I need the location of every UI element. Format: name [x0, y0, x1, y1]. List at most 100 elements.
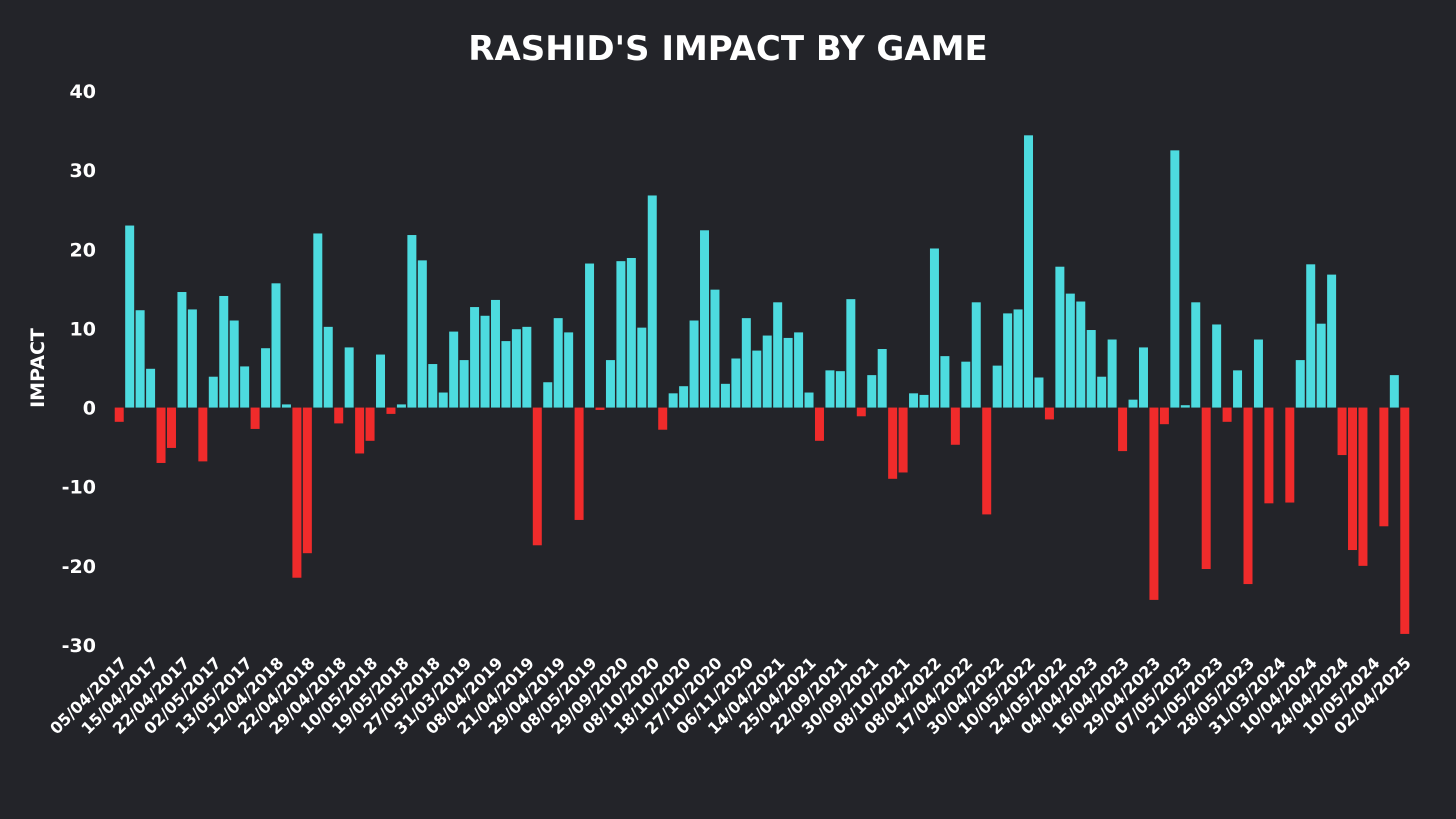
bar: [1285, 407, 1295, 503]
bar: [1159, 407, 1169, 425]
bar: [396, 404, 406, 408]
bar: [1128, 399, 1138, 408]
y-tick-label: 0: [83, 398, 96, 420]
bar: [135, 310, 145, 408]
bar: [365, 407, 375, 441]
bar: [1212, 324, 1222, 408]
bar: [595, 407, 605, 410]
bar: [1180, 405, 1190, 408]
y-tick-label: -30: [62, 635, 96, 657]
bar: [480, 315, 490, 408]
bar: [888, 407, 898, 479]
bar: [1253, 339, 1263, 408]
bar: [449, 331, 459, 408]
bar: [574, 407, 584, 520]
y-axis-ticks: 40 30 20 10 0 -10 -20 -30: [62, 81, 96, 657]
bar: [846, 299, 856, 408]
y-tick-label: -20: [62, 556, 96, 578]
bar: [187, 309, 197, 408]
bar: [637, 327, 647, 408]
bar: [1306, 264, 1316, 408]
bar: [700, 230, 710, 408]
bar: [240, 366, 250, 408]
x-axis-ticks: 05/04/201715/04/201722/04/201702/05/2017…: [46, 653, 1415, 738]
bar: [909, 393, 919, 408]
y-tick-label: 20: [70, 239, 96, 261]
bar: [867, 375, 877, 408]
bar: [355, 407, 365, 454]
bar: [1337, 407, 1347, 456]
bar: [626, 257, 636, 408]
bars: [114, 135, 1410, 634]
bar: [292, 407, 302, 578]
bar: [1358, 407, 1368, 566]
bar: [1264, 407, 1274, 504]
bar: [658, 407, 668, 430]
y-tick-label: 10: [70, 318, 96, 340]
bar: [146, 368, 156, 408]
bar: [992, 365, 1002, 408]
bar: [1379, 407, 1389, 527]
bar: [794, 332, 804, 408]
bar: [1138, 347, 1148, 408]
bar: [1316, 323, 1326, 408]
bar: [1201, 407, 1211, 570]
bar: [940, 356, 950, 408]
bar: [470, 307, 480, 408]
bar: [731, 358, 741, 408]
bar: [1149, 407, 1159, 600]
bar: [783, 337, 793, 408]
bar: [773, 302, 783, 408]
bar: [323, 326, 333, 408]
bar: [166, 407, 176, 448]
bar: [679, 386, 689, 408]
bar: [804, 392, 814, 408]
bar: [856, 407, 866, 417]
bar: [971, 302, 981, 408]
bar: [1400, 407, 1410, 634]
bar: [261, 348, 271, 408]
bar: [1233, 370, 1243, 408]
bar: [1295, 360, 1305, 408]
bar: [647, 195, 657, 408]
chart-title: RASHID'S IMPACT BY GAME: [468, 29, 987, 69]
bar: [114, 407, 124, 422]
bar: [1243, 407, 1253, 585]
bar: [1003, 313, 1013, 408]
bar: [668, 393, 678, 408]
bar: [1327, 274, 1337, 408]
bar: [511, 329, 521, 408]
bar: [1097, 376, 1107, 408]
bar: [417, 260, 427, 408]
bar: [1055, 266, 1065, 408]
bar: [835, 371, 845, 408]
bar: [919, 394, 929, 408]
bar: [281, 404, 291, 408]
bar: [177, 292, 187, 408]
bar: [1044, 407, 1054, 420]
bar: [950, 407, 960, 445]
bar: [1024, 135, 1034, 408]
bar: [752, 350, 762, 408]
bar: [814, 407, 824, 441]
bar: [490, 299, 500, 408]
bar: [1389, 375, 1399, 408]
bar: [208, 376, 218, 408]
y-tick-label: 30: [70, 160, 96, 182]
bar: [438, 392, 448, 408]
bar: [1034, 377, 1044, 408]
bar: [271, 283, 281, 408]
bar: [386, 407, 396, 414]
bar: [459, 360, 469, 408]
bar: [428, 364, 438, 408]
bar: [334, 407, 344, 424]
bar: [522, 326, 532, 408]
bar: [553, 318, 563, 408]
bar: [689, 320, 699, 408]
bar: [1013, 309, 1023, 408]
bar: [219, 295, 229, 408]
bar: [198, 407, 208, 462]
bar: [1065, 293, 1075, 408]
bar: [762, 335, 772, 408]
bar: [1076, 301, 1086, 408]
